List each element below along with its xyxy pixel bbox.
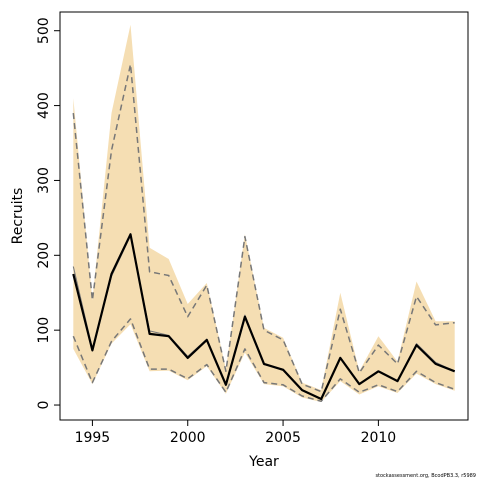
y-tick-label: 100: [36, 317, 52, 344]
y-tick-label: 0: [36, 401, 52, 410]
x-tick-label: 2010: [361, 430, 397, 446]
source-footnote: stockassessment.org, BcodPB3.3, r5989: [375, 473, 476, 479]
x-axis: 1995 2000 2005 2010: [75, 420, 397, 446]
y-tick-label: 400: [36, 92, 52, 119]
x-tick-label: 2005: [265, 430, 301, 446]
x-tick-label: 1995: [75, 430, 111, 446]
series-lines-layer: [72, 63, 456, 403]
plot-frame: [59, 11, 469, 421]
y-tick-label: 200: [36, 242, 52, 269]
x-tick-label: 2000: [170, 430, 206, 446]
confidence-band-layer: [73, 24, 455, 402]
y-axis-title: Recruits: [10, 188, 26, 245]
y-tick-label: 300: [36, 167, 52, 194]
y-tick-label: 500: [36, 17, 52, 44]
series-line-lower-bound: [72, 318, 455, 403]
confidence-band: [73, 24, 455, 402]
y-axis: 0 100 200 300 400 500: [36, 17, 60, 409]
series-line-median: [72, 233, 456, 401]
x-axis-title: Year: [248, 454, 279, 470]
